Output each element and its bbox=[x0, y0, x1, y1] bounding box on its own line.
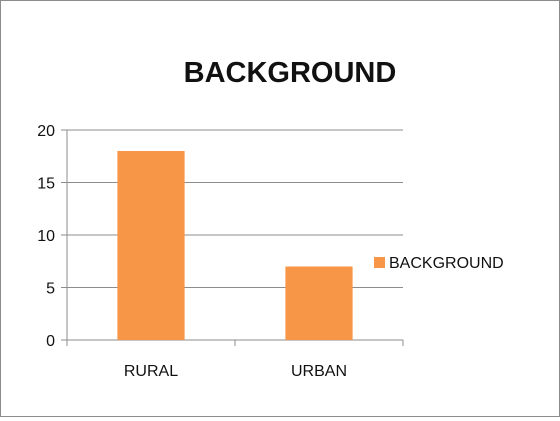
y-tick-label: 10 bbox=[37, 228, 55, 245]
chart-title: BACKGROUND bbox=[184, 57, 397, 89]
bar-urban bbox=[285, 266, 353, 340]
y-tick-label: 20 bbox=[37, 123, 55, 140]
bars bbox=[117, 151, 353, 340]
legend: BACKGROUND bbox=[374, 255, 504, 272]
x-tick-label: RURAL bbox=[124, 363, 178, 380]
y-tick-label: 15 bbox=[37, 176, 55, 193]
y-tick-label: 5 bbox=[46, 281, 55, 298]
x-tick-label: URBAN bbox=[291, 363, 347, 380]
bar-rural bbox=[117, 151, 185, 340]
y-tick-label: 0 bbox=[46, 333, 55, 350]
legend-swatch bbox=[374, 257, 385, 268]
tick-labels: 0 5 10 15 20 RURAL URBAN bbox=[37, 123, 347, 380]
legend-label: BACKGROUND bbox=[389, 255, 504, 272]
